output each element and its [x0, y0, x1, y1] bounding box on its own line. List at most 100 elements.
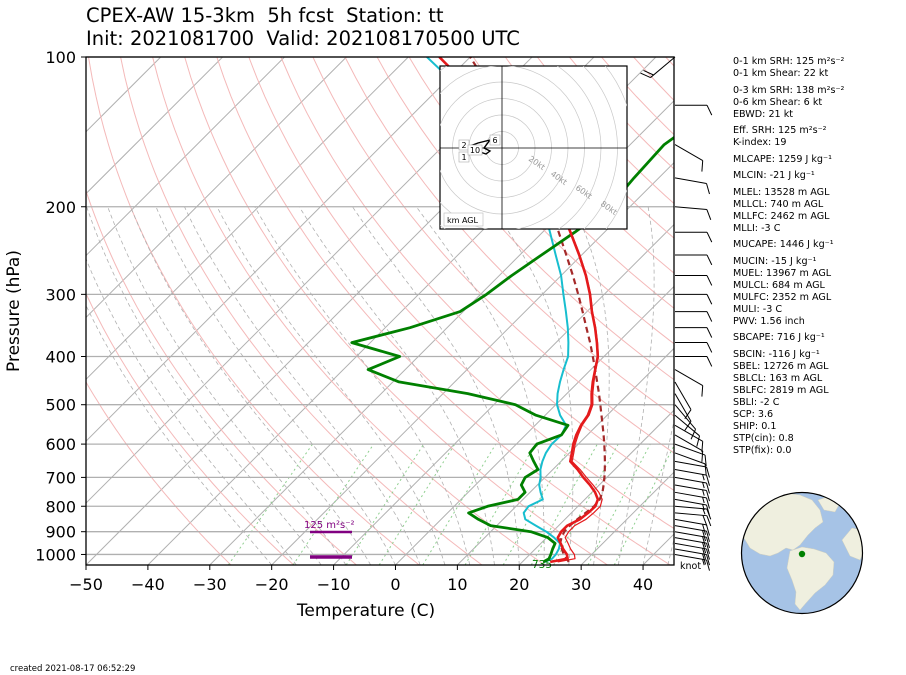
- wind-barb: [674, 548, 710, 566]
- wind-barb: [674, 404, 697, 440]
- y-tick-label: 800: [45, 497, 76, 516]
- moist-adiabat-line: [298, 206, 495, 565]
- index-item: MUCIN: -15 J kg⁻¹: [733, 255, 817, 267]
- x-tick-label: 10: [447, 575, 467, 594]
- wind-barb: [674, 476, 710, 494]
- mixing-ratio-line: [464, 443, 536, 565]
- dry-adiabat-line: [152, 57, 545, 565]
- index-item: SBLFC: 2819 m AGL: [733, 384, 829, 396]
- wind-barb: [674, 381, 692, 420]
- chart-title: CPEX-AW 15-3km 5h fcst Station: tt: [86, 4, 444, 27]
- y-tick-label: 1000: [35, 545, 76, 564]
- isotherm-line: [86, 57, 347, 319]
- index-item: MULI: -3 C: [733, 303, 783, 315]
- index-item: SBCIN: -116 J kg⁻¹: [733, 348, 820, 360]
- wind-barb: [675, 231, 713, 243]
- hodograph-footer-box: [443, 212, 484, 227]
- moist-adiabat-line: [184, 206, 421, 565]
- wind-barb: [675, 311, 713, 322]
- wind-barb: [640, 56, 676, 79]
- mixing-ratio-line: [422, 443, 497, 565]
- wind-barb: [674, 443, 707, 467]
- y-tick-label: 500: [45, 396, 76, 415]
- indices-panel: 0-1 km SRH: 125 m²s⁻² 0-1 km Shear: 22 kt…: [733, 56, 844, 457]
- wind-barb: [675, 275, 713, 286]
- moist-adiabat-line: [572, 206, 610, 565]
- wind-barb: [675, 342, 713, 353]
- dewpoint-line: [350, 135, 674, 564]
- hodograph-height-box: [458, 151, 470, 163]
- dry-adiabat-line: [312, 57, 674, 454]
- index-item: Eff. SRH: 125 m²s⁻²: [733, 125, 827, 136]
- index-item: STP(cin): 0.8: [733, 432, 794, 444]
- wind-barb: [674, 177, 710, 195]
- dry-adiabat-line: [86, 381, 232, 565]
- x-tick-label: 0: [390, 575, 400, 594]
- wind-barb: [674, 505, 712, 520]
- moist-adiabat-line: [155, 206, 396, 565]
- x-tick-label: 40: [633, 575, 653, 594]
- moist-adiabat-line: [216, 206, 446, 565]
- x-tick-label: −50: [69, 575, 103, 594]
- temperature-line: [438, 57, 600, 564]
- dry-adiabat-line: [280, 57, 674, 492]
- index-item: 0-1 km SRH: 125 m²s⁻²: [733, 56, 845, 67]
- isotherm-line: [209, 100, 674, 565]
- index-item: MLLCL: 740 m AGL: [733, 198, 824, 210]
- isotherm-line: [457, 347, 674, 565]
- isotherm-line: [86, 57, 409, 381]
- wind-barb: [674, 144, 704, 172]
- index-item: MULCL: 684 m AGL: [733, 279, 825, 291]
- wind-barb: [674, 518, 710, 536]
- x-tick-label: −10: [317, 575, 351, 594]
- index-item: SBCAPE: 716 J kg⁻¹: [733, 332, 825, 343]
- wind-barbs: knot: [640, 56, 713, 572]
- moist-adiabat-line: [352, 206, 520, 565]
- wind-barb: [675, 254, 713, 266]
- dry-adiabat-line: [408, 57, 674, 345]
- dry-adiabat-line: [86, 292, 295, 565]
- wind-barb: [675, 293, 713, 305]
- wind-barb: [675, 356, 713, 367]
- dry-adiabat-line: [120, 57, 483, 565]
- dry-adiabat-line: [344, 57, 674, 417]
- moist-adiabat-line: [416, 206, 545, 565]
- y-tick-label: 400: [45, 348, 76, 367]
- mixing-ratio-line: [613, 444, 674, 565]
- globe-outline: [740, 491, 864, 615]
- x-tick-label: −40: [131, 575, 165, 594]
- chart-subtitle: Init: 2021081700 Valid: 202108170500 UTC: [86, 27, 520, 50]
- wind-unit-label: knot: [680, 561, 701, 572]
- wind-barb: [675, 104, 713, 116]
- index-item: PWV: 1.56 inch: [733, 315, 805, 327]
- x-tick-label: 30: [571, 575, 591, 594]
- index-item: SCP: 3.6: [733, 408, 774, 420]
- wind-barb: [674, 491, 710, 509]
- wind-barb: [674, 498, 710, 516]
- dry-adiabat-line: [440, 57, 674, 309]
- index-item: SBLCL: 163 m AGL: [733, 372, 823, 384]
- wind-barb: [674, 542, 710, 560]
- wind-barb: [674, 537, 710, 554]
- hodograph-height-label: 2: [461, 141, 466, 150]
- y-tick-label: 600: [45, 435, 76, 454]
- wind-barb: [674, 525, 710, 542]
- moist-adiabat-line: [642, 419, 674, 565]
- mixing-ratio-line: [345, 443, 425, 565]
- x-tick-label: 20: [509, 575, 529, 594]
- moist-adiabat-line: [86, 257, 297, 565]
- pressure-gridlines: [86, 56, 674, 556]
- dry-adiabat-line: [86, 189, 357, 565]
- index-item: EBWD: 21 kt: [733, 108, 794, 120]
- isotherm-line: [86, 57, 223, 195]
- index-item: MLCIN: -21 J kg⁻¹: [733, 170, 815, 181]
- hodograph-footer: km AGL: [447, 216, 479, 225]
- moist-adiabat-line: [617, 206, 655, 565]
- x-tick-label: −20: [255, 575, 289, 594]
- wind-barb: [674, 424, 704, 453]
- dry-adiabat-line: [376, 57, 674, 381]
- moist-adiabat-line: [254, 206, 471, 565]
